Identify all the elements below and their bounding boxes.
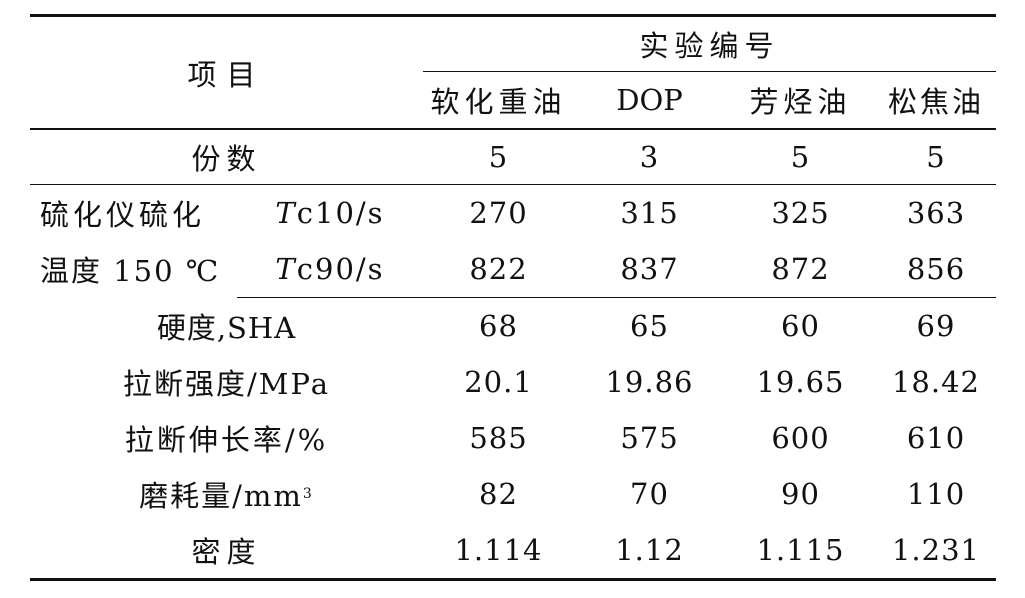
header-item-label: 项目 — [187, 57, 266, 92]
header-col-1: 软化重油 — [430, 85, 567, 119]
cell-tc10-4: 363 — [906, 196, 966, 230]
row-label-elongation: 拉断伸长率/% — [124, 423, 329, 457]
cell-elongation-1: 585 — [469, 421, 528, 455]
cell-hardness-2: 65 — [630, 309, 669, 343]
cell-abrasion-4: 110 — [906, 477, 966, 511]
cell-abrasion-1: 82 — [479, 477, 518, 511]
data-table: 项目 实验编号 软化重油 DOP 芳烃油 松焦油 份数 5 3 5 5 硫化仪硫… — [30, 0, 996, 598]
cell-tc90-3: 872 — [771, 252, 830, 286]
header-bottom-rule — [30, 128, 996, 130]
cell-density-3: 1.115 — [756, 533, 845, 567]
top-rule — [30, 14, 996, 17]
cell-tensile-1: 20.1 — [464, 365, 533, 399]
cell-tc90-1: 822 — [469, 252, 528, 286]
cell-tc90-4: 856 — [906, 252, 966, 286]
cell-hardness-3: 60 — [781, 309, 820, 343]
cell-parts-1: 5 — [488, 139, 509, 174]
header-col-2: DOP — [616, 83, 683, 117]
row-label-abrasion-main: 磨耗量/mm — [139, 479, 303, 513]
row-label-hardness: 硬度,SHA — [156, 311, 297, 345]
sub-label-tc10-rest: c10/s — [296, 196, 385, 230]
cell-abrasion-3: 90 — [781, 477, 820, 511]
row-label-parts: 份数 — [191, 141, 262, 176]
group-label-line2: 温度 150 ℃ — [40, 254, 221, 288]
cell-elongation-2: 575 — [620, 421, 679, 455]
cell-parts-2: 3 — [639, 139, 660, 174]
cell-elongation-3: 600 — [771, 421, 830, 455]
header-group-label: 实验编号 — [639, 29, 780, 63]
row-rule-1 — [30, 184, 996, 185]
cell-tc90-2: 837 — [620, 252, 679, 286]
cell-tensile-3: 19.65 — [756, 365, 845, 399]
header-col-4: 松焦油 — [887, 85, 984, 119]
cell-density-2: 1.12 — [615, 533, 684, 567]
row-label-density: 密度 — [191, 535, 262, 569]
cell-tc10-2: 315 — [620, 196, 679, 230]
group-label-line1: 硫化仪硫化 — [40, 198, 206, 232]
row-rule-2 — [237, 297, 996, 298]
cell-parts-4: 5 — [926, 139, 946, 174]
cell-density-1: 1.114 — [454, 533, 543, 567]
cell-elongation-4: 610 — [906, 421, 966, 455]
cell-tensile-2: 19.86 — [605, 365, 694, 399]
cell-parts-3: 5 — [790, 139, 811, 174]
sub-label-tc90-var: T — [275, 252, 297, 286]
cell-abrasion-2: 70 — [630, 477, 669, 511]
sub-label-tc10-var: T — [275, 196, 297, 230]
group-header-rule — [423, 71, 996, 72]
cell-hardness-1: 68 — [479, 309, 518, 343]
cell-tc10-1: 270 — [469, 196, 528, 230]
row-label-tensile-strength: 拉断强度/MPa — [123, 367, 330, 401]
cell-tensile-4: 18.42 — [891, 365, 981, 399]
cell-density-4: 1.231 — [891, 533, 981, 567]
header-col-3: 芳烃油 — [749, 85, 852, 119]
sub-label-tc90-rest: c90/s — [296, 252, 385, 286]
bottom-rule — [30, 578, 996, 581]
row-label-abrasion: 磨耗量/mm 3 — [30, 466, 423, 522]
cell-hardness-4: 69 — [916, 309, 956, 343]
cell-tc10-3: 325 — [771, 196, 830, 230]
